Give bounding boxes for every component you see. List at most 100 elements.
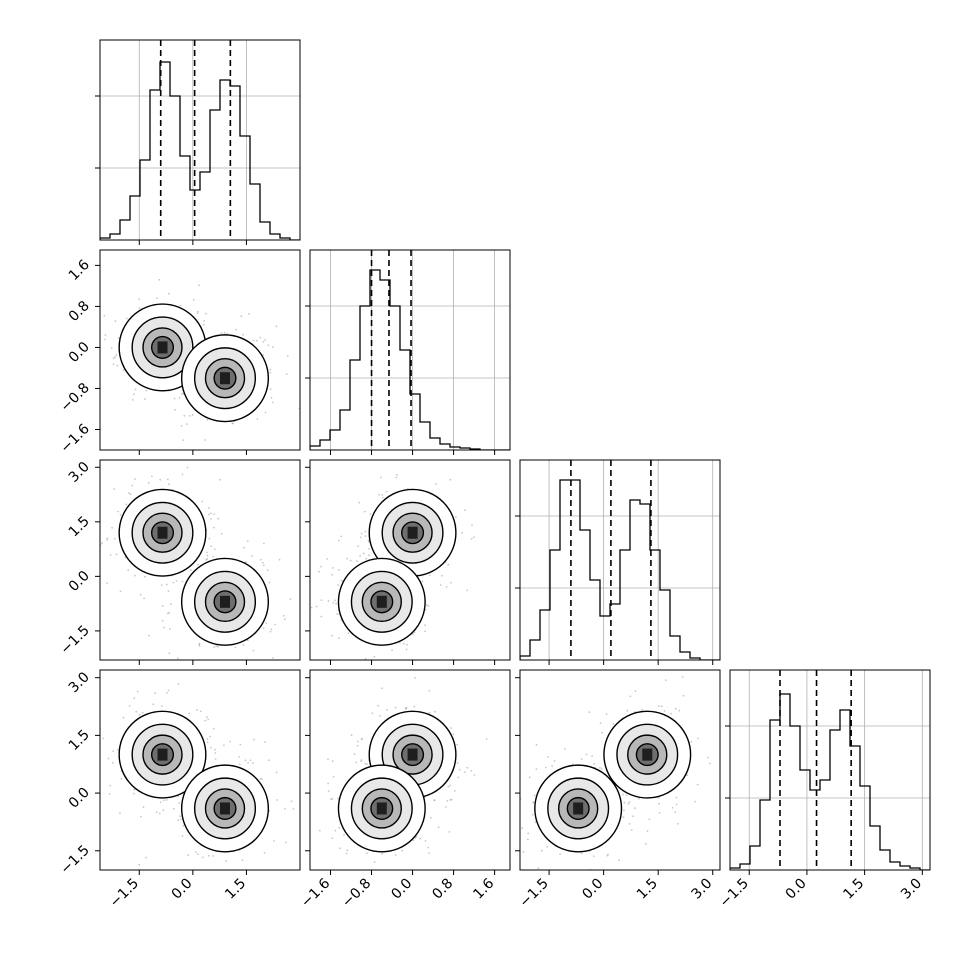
scatter-point (357, 740, 359, 743)
density-peak-p1-p2-mode1 (376, 595, 387, 608)
scatter-point (108, 793, 111, 795)
ytick-label-p3-2: 1.5 (66, 727, 93, 754)
scatter-point (330, 798, 332, 800)
scatter-point (671, 806, 674, 809)
scatter-point (413, 631, 416, 634)
ytick-label-p1-2: 0.0 (66, 339, 93, 366)
scatter-point (192, 298, 195, 301)
scatter-point (169, 628, 171, 630)
scatter-point (743, 696, 745, 698)
scatter-point (413, 705, 416, 708)
scatter-point (453, 790, 456, 792)
scatter-point (133, 697, 136, 700)
axes-frame-panel-p2-p3 (519, 669, 721, 871)
scatter-point (212, 855, 215, 857)
scatter-point (355, 761, 358, 764)
scatter-point (274, 623, 276, 626)
xtick-label-p1-0: −1.6 (298, 875, 333, 910)
scatter-point (206, 738, 209, 740)
scatter-point (632, 815, 634, 818)
scatter-point (537, 867, 540, 870)
scatter-point (128, 705, 131, 707)
scatter-point (217, 517, 220, 520)
scatter-point (205, 558, 208, 561)
scatter-point (267, 759, 270, 762)
scatter-point (452, 733, 455, 736)
density-peak-p0-p1-mode0 (157, 341, 168, 354)
scatter-point (449, 478, 452, 481)
scatter-point (142, 806, 145, 809)
scatter-point (406, 643, 408, 646)
scatter-point (178, 397, 181, 399)
scatter-point (188, 712, 191, 715)
scatter-point (138, 863, 141, 866)
scatter-point (196, 709, 198, 711)
scatter-point (205, 551, 208, 554)
scatter-point (391, 649, 393, 652)
scatter-point (111, 526, 113, 529)
scatter-point (580, 758, 583, 760)
scatter-point (377, 661, 379, 663)
scatter-point (110, 347, 113, 349)
scatter-point (332, 776, 335, 778)
scatter-point (265, 622, 268, 624)
axes-frame-panel-p0-p2 (99, 459, 301, 661)
scatter-point (95, 369, 97, 371)
xtick-label-p0-2: 1.5 (222, 876, 249, 903)
scatter-point (338, 569, 340, 571)
scatter-point (220, 332, 223, 334)
scatter-point (427, 846, 429, 849)
scatter-point (235, 328, 238, 331)
scatter-point (266, 569, 269, 572)
scatter-point (269, 630, 272, 633)
scatter-point (214, 748, 216, 751)
scatter-point (214, 758, 217, 760)
scatter-point (332, 567, 334, 569)
scatter-point (670, 712, 672, 715)
scatter-point (458, 768, 461, 771)
axes-frame-panel-p1-p2 (309, 459, 511, 661)
scatter-point (427, 605, 430, 607)
scatter-point (209, 735, 212, 738)
scatter-point (259, 336, 262, 339)
scatter-point (173, 397, 176, 400)
scatter-point (638, 797, 640, 800)
scatter-point (381, 494, 384, 496)
scatter-point (360, 532, 363, 535)
scatter-point (280, 884, 282, 886)
scatter-point (405, 648, 408, 651)
scatter-point (190, 569, 192, 572)
scatter-point (367, 554, 370, 557)
scatter-point (540, 849, 543, 852)
scatter-point (658, 812, 661, 814)
scatter-point (535, 768, 538, 770)
scatter-point (168, 292, 170, 295)
scatter-point (242, 644, 245, 646)
scatter-point (369, 513, 372, 515)
scatter-point (120, 777, 123, 780)
xtick-label-p0-0: −1.5 (107, 876, 142, 911)
panel-p0-p2 (95, 459, 301, 665)
scatter-point (167, 689, 170, 692)
scatter-point (206, 418, 209, 421)
scatter-point (261, 778, 263, 781)
scatter-point (193, 878, 195, 880)
scatter-point (251, 555, 254, 557)
xtick-label-p2-0: −1.5 (517, 876, 552, 911)
scatter-point (207, 718, 210, 721)
scatter-point (403, 642, 405, 645)
scatter-point (435, 483, 437, 485)
xtick-label-p3-0: −1.5 (717, 876, 752, 911)
scatter-point (618, 859, 621, 862)
scatter-point (231, 422, 234, 425)
scatter-point (109, 784, 111, 787)
scatter-point (334, 829, 337, 832)
scatter-point (129, 493, 132, 496)
scatter-point (203, 323, 205, 326)
scatter-point (229, 740, 232, 743)
scatter-point (160, 705, 163, 707)
scatter-point (470, 770, 473, 772)
scatter-point (174, 408, 176, 411)
scatter-point (268, 809, 271, 812)
scatter-point (327, 790, 330, 792)
